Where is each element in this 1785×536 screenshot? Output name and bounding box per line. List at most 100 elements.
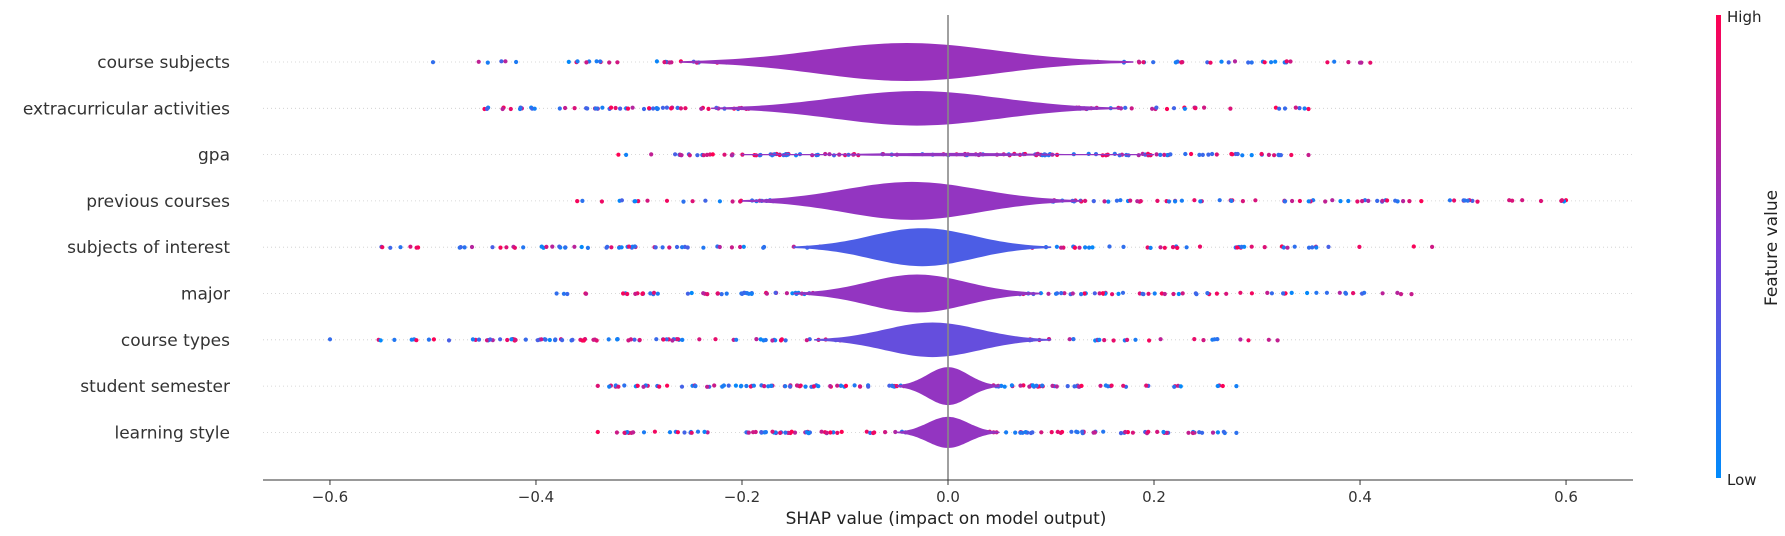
data-point — [758, 337, 763, 342]
data-point — [1232, 59, 1238, 64]
data-point — [790, 291, 795, 296]
data-point — [857, 384, 863, 389]
data-point — [633, 199, 638, 204]
data-point — [469, 244, 475, 250]
data-point — [761, 245, 766, 250]
data-point — [1217, 198, 1222, 203]
data-point — [680, 337, 685, 342]
data-point — [651, 290, 657, 295]
data-point — [476, 59, 481, 64]
data-point — [1215, 383, 1220, 389]
data-point — [637, 337, 642, 343]
data-point — [729, 245, 735, 250]
data-point — [431, 337, 436, 342]
data-point — [1343, 291, 1349, 296]
data-point — [1097, 337, 1102, 342]
data-point — [1201, 338, 1206, 343]
data-point — [613, 105, 618, 111]
data-point — [754, 153, 759, 158]
data-point — [770, 153, 775, 158]
data-point — [598, 59, 603, 64]
data-point — [792, 430, 798, 435]
data-point — [754, 337, 759, 342]
data-point — [1062, 291, 1067, 296]
data-point — [1325, 60, 1330, 65]
feature-row: extracurricular activities — [23, 91, 1633, 126]
data-point — [1452, 198, 1457, 203]
data-point — [1380, 291, 1385, 296]
data-point — [1141, 292, 1146, 297]
data-point — [667, 430, 673, 435]
data-point — [1357, 244, 1362, 249]
data-point — [1071, 337, 1076, 342]
data-point — [704, 152, 710, 157]
data-point — [778, 430, 783, 435]
data-point — [678, 152, 683, 157]
data-point — [1079, 292, 1084, 297]
data-point — [635, 383, 640, 388]
data-point — [1306, 245, 1312, 250]
data-point — [1109, 383, 1114, 388]
data-point — [476, 337, 482, 342]
data-point — [490, 245, 495, 250]
feature-row: course subjects — [97, 43, 1633, 81]
data-point — [667, 245, 672, 250]
data-point — [641, 430, 647, 435]
data-point — [618, 106, 623, 111]
data-point — [599, 199, 605, 204]
data-point — [695, 429, 701, 434]
data-point — [414, 245, 419, 250]
data-point — [1355, 199, 1360, 204]
data-point — [1180, 291, 1185, 296]
feature-row: subjects of interest — [67, 228, 1633, 267]
data-point — [883, 430, 888, 435]
data-point — [689, 430, 694, 435]
data-point — [470, 337, 475, 342]
data-point — [1092, 430, 1097, 435]
data-point — [584, 60, 589, 65]
data-point — [1238, 337, 1243, 342]
data-point — [1285, 245, 1290, 250]
violin-shape — [814, 322, 1051, 358]
data-point — [1306, 106, 1311, 112]
data-point — [864, 429, 869, 434]
data-point — [1106, 199, 1111, 204]
data-point — [458, 245, 463, 250]
data-point — [606, 337, 611, 342]
data-point — [1246, 60, 1251, 65]
data-point — [695, 153, 700, 158]
data-point — [600, 105, 605, 110]
data-point — [499, 59, 504, 64]
data-point — [770, 338, 775, 343]
feature-row: major — [181, 274, 1633, 313]
data-point — [1136, 59, 1141, 64]
data-point — [664, 337, 669, 342]
data-point — [1351, 291, 1356, 296]
data-point — [1360, 199, 1365, 204]
data-point — [729, 153, 734, 158]
feature-row: student semester — [80, 367, 1633, 406]
data-point — [641, 106, 647, 112]
data-point — [1192, 198, 1197, 203]
data-point — [713, 337, 718, 342]
data-point — [1310, 245, 1315, 250]
data-point — [446, 338, 452, 343]
data-point — [1162, 245, 1167, 250]
data-point — [1065, 384, 1070, 389]
data-point — [1077, 245, 1082, 250]
data-point — [1146, 291, 1151, 296]
data-point — [683, 106, 688, 111]
data-point — [624, 152, 629, 157]
x-tick-label: −0.6 — [312, 488, 348, 506]
data-point — [1146, 429, 1151, 434]
data-point — [1401, 199, 1406, 204]
data-point — [1292, 244, 1297, 249]
data-point — [1262, 60, 1267, 65]
data-point — [1229, 198, 1234, 203]
data-point — [783, 430, 788, 435]
data-point — [1212, 337, 1217, 342]
data-point — [1087, 245, 1092, 250]
data-point — [579, 244, 584, 250]
data-point — [1289, 290, 1294, 295]
data-point — [1123, 429, 1128, 435]
